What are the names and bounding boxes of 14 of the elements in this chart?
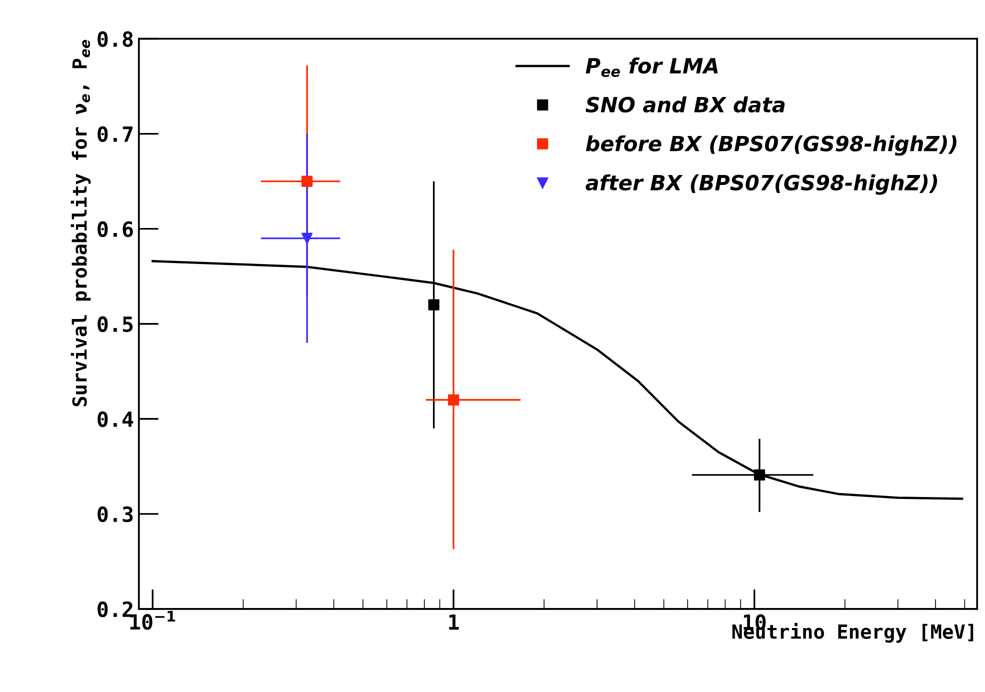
legend-label: before BX (BPS07(GS98-highZ)) [586, 135, 956, 156]
legend-label: after BX (BPS07(GS98-highZ)) [586, 174, 938, 195]
y-tick-label: 0.3 [98, 506, 133, 522]
y-tick-label: 0.8 [98, 31, 133, 47]
x-tick-label: 10$^{−1}$ [130, 610, 176, 630]
legend-label: P$_{ee}$ for LMA [586, 58, 718, 77]
y-tick-label: 0.5 [98, 316, 133, 332]
y-axis-title: Survival probability for ν$_{e}$, P$_{ee}$ [70, 40, 91, 406]
y-tick-label: 0.2 [98, 601, 132, 618]
y-tick-label: 0.7 [98, 126, 132, 142]
legend-label: SNO and BX data [586, 96, 785, 113]
y-tick-label: 0.6 [98, 221, 133, 238]
y-tick-label: 0.4 [98, 411, 134, 428]
x-tick-label: 1 [449, 614, 459, 630]
